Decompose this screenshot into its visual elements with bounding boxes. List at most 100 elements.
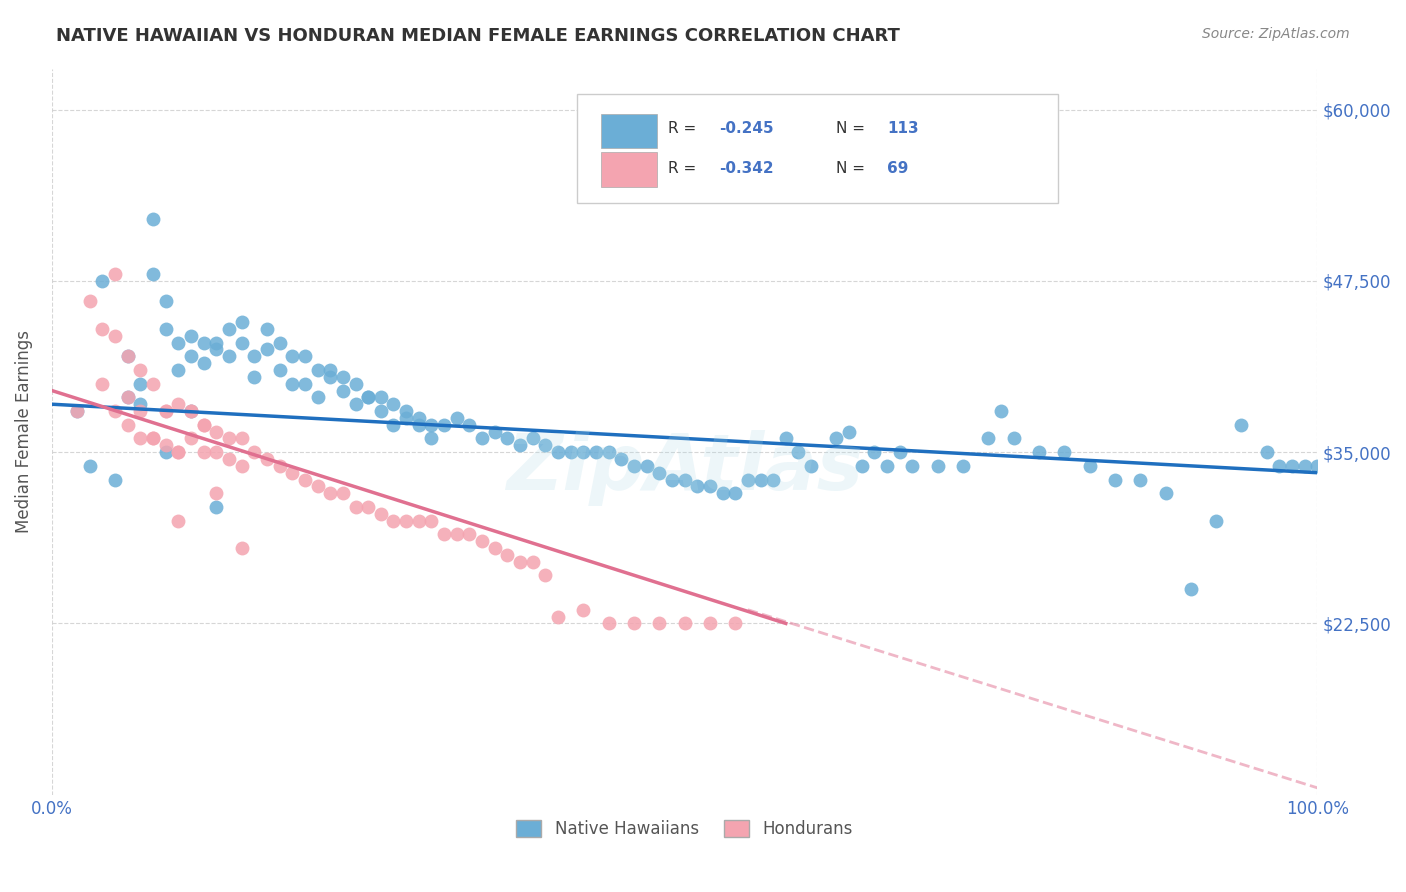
Point <box>205 500 228 514</box>
Point <box>332 486 354 500</box>
Point <box>572 445 595 459</box>
Point <box>344 397 367 411</box>
Point <box>79 294 101 309</box>
Point <box>825 432 848 446</box>
Point <box>775 432 797 446</box>
Text: -0.245: -0.245 <box>718 121 773 136</box>
Point <box>382 397 405 411</box>
Point <box>446 411 468 425</box>
Point <box>1002 432 1025 446</box>
Point <box>458 527 481 541</box>
Point <box>711 486 734 500</box>
Point <box>509 438 531 452</box>
Point <box>1256 445 1278 459</box>
Point <box>193 356 215 370</box>
FancyBboxPatch shape <box>600 152 657 187</box>
Point <box>193 445 215 459</box>
Point <box>243 369 266 384</box>
Point <box>382 417 405 432</box>
Point <box>673 616 696 631</box>
Point <box>256 343 278 357</box>
Point <box>522 432 544 446</box>
Text: NATIVE HAWAIIAN VS HONDURAN MEDIAN FEMALE EARNINGS CORRELATION CHART: NATIVE HAWAIIAN VS HONDURAN MEDIAN FEMAL… <box>56 27 900 45</box>
Point <box>560 445 582 459</box>
Point <box>294 473 316 487</box>
Point <box>155 294 177 309</box>
Point <box>167 514 190 528</box>
Point <box>838 425 860 439</box>
Point <box>231 432 253 446</box>
Text: -0.342: -0.342 <box>718 161 773 176</box>
Point <box>636 458 658 473</box>
Point <box>673 473 696 487</box>
Point <box>370 507 392 521</box>
Point <box>91 322 114 336</box>
Point <box>281 349 304 363</box>
Point <box>420 417 443 432</box>
Point <box>104 328 127 343</box>
Point <box>180 349 202 363</box>
Point <box>344 500 367 514</box>
Point <box>420 432 443 446</box>
Point <box>218 452 240 467</box>
Point <box>1154 486 1177 500</box>
Point <box>1053 445 1076 459</box>
Text: ZipAtlas: ZipAtlas <box>506 430 863 506</box>
Point <box>129 363 152 377</box>
Point <box>91 274 114 288</box>
Point <box>205 486 228 500</box>
Point <box>180 404 202 418</box>
Point <box>749 473 772 487</box>
Point <box>699 616 721 631</box>
Point <box>231 458 253 473</box>
Point <box>357 390 380 404</box>
Point <box>281 376 304 391</box>
Point <box>395 411 418 425</box>
Point <box>294 349 316 363</box>
Point <box>408 514 430 528</box>
Point <box>180 328 202 343</box>
Point <box>104 404 127 418</box>
Point <box>1078 458 1101 473</box>
Point <box>408 411 430 425</box>
Point <box>155 438 177 452</box>
Point <box>129 404 152 418</box>
Point <box>167 445 190 459</box>
Point <box>129 397 152 411</box>
Text: R =: R = <box>668 121 702 136</box>
Point <box>319 369 342 384</box>
Point <box>332 369 354 384</box>
Point <box>572 603 595 617</box>
Point <box>218 432 240 446</box>
Point <box>281 466 304 480</box>
Point <box>509 555 531 569</box>
Point <box>699 479 721 493</box>
Point <box>243 445 266 459</box>
Point <box>66 404 89 418</box>
Point <box>648 466 671 480</box>
Text: 69: 69 <box>887 161 908 176</box>
Point <box>104 473 127 487</box>
Point <box>193 417 215 432</box>
Point <box>370 390 392 404</box>
Point <box>129 432 152 446</box>
Point <box>395 404 418 418</box>
Point <box>319 363 342 377</box>
Point <box>357 500 380 514</box>
Point <box>889 445 911 459</box>
Point <box>787 445 810 459</box>
Point <box>686 479 709 493</box>
Point <box>91 376 114 391</box>
Point <box>1129 473 1152 487</box>
Point <box>534 438 557 452</box>
Point <box>610 452 633 467</box>
Point <box>142 267 165 281</box>
Text: Source: ZipAtlas.com: Source: ZipAtlas.com <box>1202 27 1350 41</box>
Point <box>180 404 202 418</box>
Point <box>117 349 139 363</box>
Point <box>851 458 873 473</box>
Point <box>471 534 494 549</box>
Point <box>167 363 190 377</box>
Point <box>357 390 380 404</box>
Point <box>408 417 430 432</box>
